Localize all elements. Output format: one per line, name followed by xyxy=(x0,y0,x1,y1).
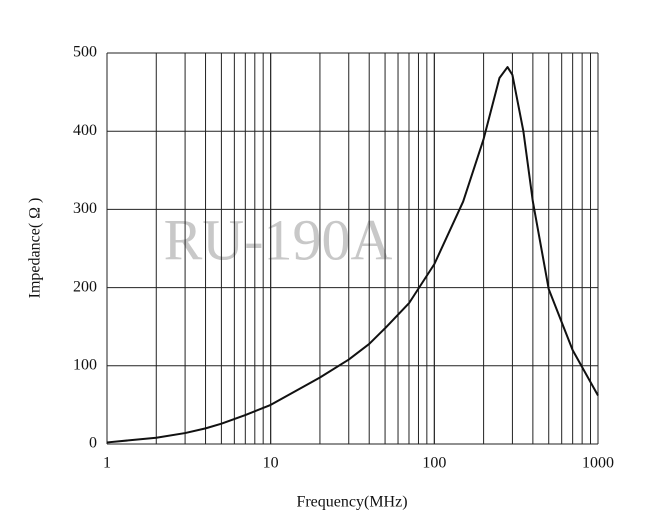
y-tick-label: 300 xyxy=(73,200,97,217)
y-tick-label: 400 xyxy=(73,122,97,139)
impedance-curve xyxy=(106,66,599,444)
y-tick-label: 100 xyxy=(73,356,97,373)
y-tick-label: 500 xyxy=(73,44,97,61)
x-tick-label: 10 xyxy=(263,455,279,472)
x-tick-label: 1 xyxy=(103,455,111,472)
y-tick-label: 200 xyxy=(73,278,97,295)
watermark: RU-190A xyxy=(164,207,393,272)
y-tick-label: 0 xyxy=(89,435,97,452)
x-axis-label: Frequency(MHz) xyxy=(296,494,407,511)
x-tick-label: 1000 xyxy=(582,455,614,472)
y-axis-label: Impedance( Ω ) xyxy=(27,198,44,299)
x-tick-label: 100 xyxy=(422,455,446,472)
